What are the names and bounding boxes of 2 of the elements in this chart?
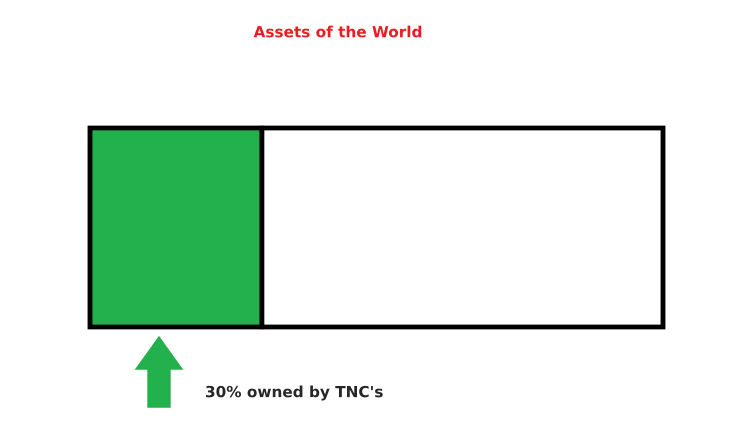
text: 30% owned by TNC's	[206, 386, 383, 400]
chart-title: Assets of the World	[254, 26, 422, 38]
